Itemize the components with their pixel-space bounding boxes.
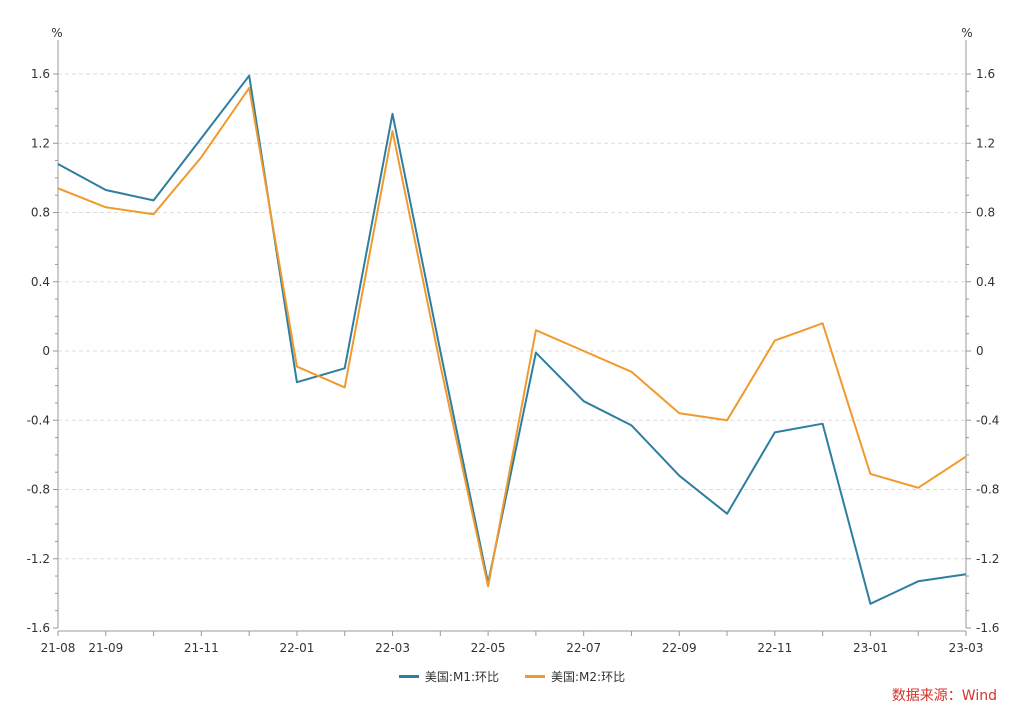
legend: 美国:M1:环比 美国:M2:环比 xyxy=(0,668,1024,685)
series-lines xyxy=(57,74,967,605)
axes: 1.6 1.6 1.2 1.2 0.8 0.8 0.4 0.4 0 0 -0.4 -0.4 -0.8 -0… xyxy=(27,26,1000,655)
x-tick-label: 23-03 xyxy=(949,641,984,655)
x-tick-label: 22-09 xyxy=(662,641,697,655)
x-tick-label: 23-01 xyxy=(853,641,888,655)
y-tick-label-right: -1.6 xyxy=(976,621,999,635)
x-tick-label: 22-01 xyxy=(280,641,315,655)
y-tick-label-right: -0.8 xyxy=(976,483,999,497)
legend-label-m2: 美国:M2:环比 xyxy=(551,670,626,684)
x-tick-label: 22-07 xyxy=(566,641,601,655)
x-tick-label: 22-03 xyxy=(375,641,410,655)
y-tick-label-right: 1.2 xyxy=(976,136,995,150)
y-tick-label-left: 0.4 xyxy=(31,275,50,289)
series-line-m2 xyxy=(57,86,967,588)
grid-lines xyxy=(58,73,966,560)
x-tick-label: 22-11 xyxy=(757,641,792,655)
y-tick-label-left: 0.8 xyxy=(31,206,50,220)
legend-item-m2[interactable]: 美国:M2:环比 xyxy=(525,668,625,685)
y-tick-label-left: -0.8 xyxy=(27,483,50,497)
y-unit-left: % xyxy=(51,26,62,40)
x-tick-label: 21-08 xyxy=(41,641,76,655)
legend-swatch-m2 xyxy=(525,675,545,678)
y-tick-label-left: -1.2 xyxy=(27,552,50,566)
y-tick-label-left: 1.6 xyxy=(31,67,50,81)
y-tick-label-left: -1.6 xyxy=(27,621,50,635)
y-tick-label-right: 1.6 xyxy=(976,67,995,81)
legend-swatch-m1 xyxy=(398,675,419,678)
y-tick-label-right: 0.4 xyxy=(976,275,995,289)
y-unit-right: % xyxy=(961,26,972,40)
y-tick-label-right: 0 xyxy=(976,344,984,358)
x-tick-label: 21-09 xyxy=(88,641,123,655)
series-line-m1 xyxy=(57,74,967,605)
line-chart: 1.6 1.6 1.2 1.2 0.8 0.8 0.4 0.4 0 0 -0.4 -0.4 -0.8 -0… xyxy=(27,26,1000,655)
data-source-note: 数据来源：Wind xyxy=(891,688,997,704)
y-tick-label-left: 0 xyxy=(42,344,50,358)
y-tick-label-left: 1.2 xyxy=(31,136,50,150)
x-tick-label: 22-05 xyxy=(471,641,506,655)
y-tick-label-right: -1.2 xyxy=(976,552,999,566)
x-tick-label: 21-11 xyxy=(184,641,219,655)
y-tick-label-left: -0.4 xyxy=(27,413,50,427)
y-tick-label-right: -0.4 xyxy=(976,413,999,427)
y-tick-label-right: 0.8 xyxy=(976,206,995,220)
legend-item-m1[interactable]: 美国:M1:环比 xyxy=(398,668,499,685)
legend-label-m1: 美国:M1:环比 xyxy=(424,670,499,684)
